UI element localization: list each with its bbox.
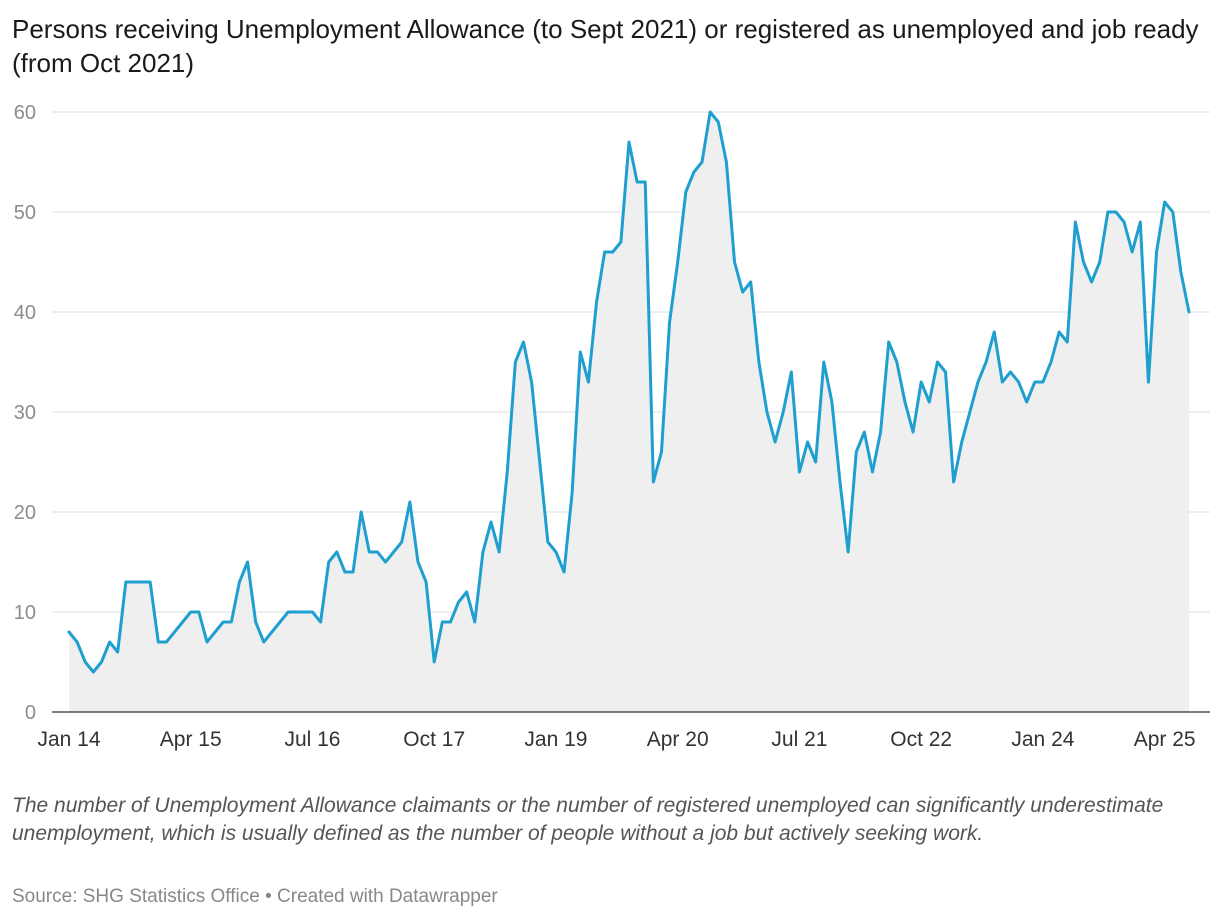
x-tick-label: Apr 20 <box>647 728 709 751</box>
x-tick-label: Jan 19 <box>524 728 587 751</box>
x-tick-label: Jan 14 <box>37 728 100 751</box>
x-tick-label: Jul 21 <box>771 728 827 751</box>
y-tick-label: 30 <box>14 402 36 424</box>
x-tick-label: Apr 15 <box>160 728 222 751</box>
x-tick-label: Jul 16 <box>284 728 340 751</box>
y-tick-label: 50 <box>14 202 36 224</box>
y-axis-ticks: 0 10 20 30 40 50 60 <box>14 102 36 724</box>
series-line <box>67 110 1191 674</box>
source-line: Source: SHG Statistics Office • Created … <box>12 886 498 908</box>
chart-note: The number of Unemployment Allowance cla… <box>12 794 1164 845</box>
y-tick-label: 20 <box>14 502 36 524</box>
x-axis-ticks: Jan 14 Apr 15 Jul 16 Oct 17 Jan 19 Apr 20 Jul … <box>37 728 1195 751</box>
area-fill <box>69 112 1189 712</box>
y-tick-label: 60 <box>14 102 36 124</box>
y-tick-label: 0 <box>25 702 36 724</box>
x-tick-label: Jan 24 <box>1011 728 1074 751</box>
datawrapper-credit[interactable]: Created with Datawrapper <box>277 886 498 907</box>
separator: • <box>265 886 272 907</box>
x-tick-label: Oct 22 <box>890 728 952 751</box>
chart-title: Persons receiving Unemployment Allowance… <box>12 14 1199 78</box>
y-tick-label: 10 <box>14 602 36 624</box>
y-tick-label: 40 <box>14 302 36 324</box>
x-tick-label: Apr 25 <box>1134 728 1196 751</box>
source-text: Source: SHG Statistics Office <box>12 886 260 907</box>
x-tick-label: Oct 17 <box>403 728 465 751</box>
